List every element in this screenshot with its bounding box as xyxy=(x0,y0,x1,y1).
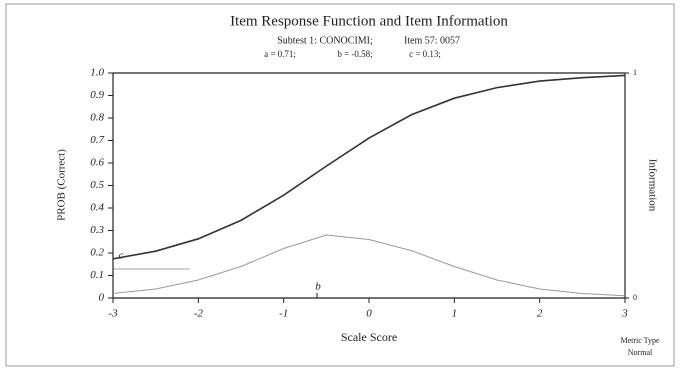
y2-axis-label: Information xyxy=(646,159,658,212)
x-tick-label: 0 xyxy=(366,308,372,320)
chart-title: Item Response Function and Item Informat… xyxy=(230,13,508,29)
series-line xyxy=(112,74,626,260)
y-tick-label: 0.7 xyxy=(90,134,104,146)
annotation: c xyxy=(119,250,124,262)
y-tick-label: 0.6 xyxy=(90,157,104,169)
y-tick-label: 1.0 xyxy=(90,67,104,79)
y-tick-label: 0 xyxy=(99,292,105,304)
x-tick-label: 2 xyxy=(537,308,543,320)
y2-tick-label: 0 xyxy=(633,293,637,302)
x-tick-label: 3 xyxy=(621,308,628,320)
y-axis-label: PROB (Correct) xyxy=(56,149,68,221)
y2-tick-label: 1 xyxy=(633,68,637,77)
item: Item 57: 0057 xyxy=(404,35,460,46)
y-tick-label: 0.8 xyxy=(90,112,104,124)
page-border xyxy=(5,3,675,367)
metric-value: Normal xyxy=(628,348,653,357)
x-tick-label: -3 xyxy=(108,308,118,320)
metric-type: Metric Type xyxy=(620,336,660,345)
x-tick-label: -1 xyxy=(279,308,288,320)
param: b = -0.58; xyxy=(337,49,372,59)
annotation: b xyxy=(315,281,321,293)
y-tick-label: 0.1 xyxy=(90,269,104,281)
y-tick-label: 0.5 xyxy=(90,179,104,191)
param: a = 0.71; xyxy=(264,49,296,59)
y-tick-label: 0.9 xyxy=(90,89,104,101)
series-line xyxy=(112,234,626,297)
y-tick-label: 0.3 xyxy=(90,224,104,236)
x-axis-label: Scale Score xyxy=(341,330,397,344)
param: c = 0.13; xyxy=(409,49,441,59)
x-tick-label: -2 xyxy=(194,308,204,320)
y-tick-label: 0.4 xyxy=(90,202,104,214)
x-tick-label: 1 xyxy=(452,308,458,320)
subtest: Subtest 1: CONOCIMI; xyxy=(277,35,373,46)
y-tick-label: 0.2 xyxy=(90,247,104,259)
